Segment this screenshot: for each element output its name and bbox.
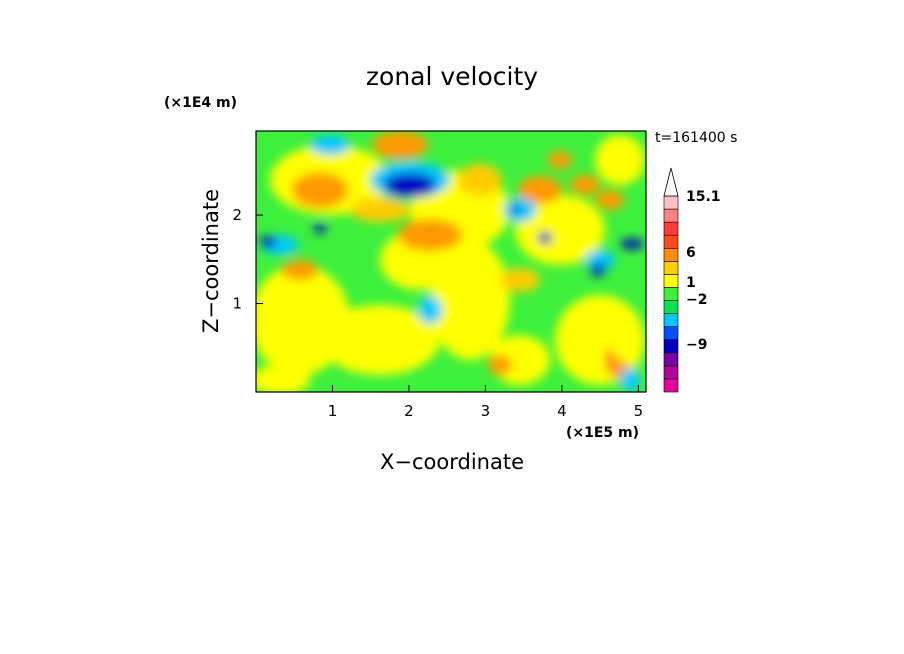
colorbar-swatch: [663, 300, 679, 314]
x-tick-label: 2: [404, 402, 414, 420]
contour-blob: [488, 355, 512, 375]
contour-blob: [350, 198, 410, 222]
contour-blob: [256, 365, 310, 392]
y-unit-label: (×1E4 m): [164, 95, 237, 111]
contour-blob: [292, 172, 348, 208]
contour-blob: [260, 236, 276, 248]
contour-blob: [596, 190, 624, 210]
plot-area: [255, 130, 647, 393]
contour-blob: [518, 176, 562, 204]
colorbar-label: 15.1: [686, 189, 721, 205]
contour-blob: [595, 135, 645, 185]
x-unit-label: (×1E5 m): [566, 425, 639, 441]
x-axis: 1 2 3 4 5: [328, 385, 643, 420]
colorbar-swatch: [663, 287, 679, 301]
contour-blob: [620, 368, 640, 392]
x-tick-label: 4: [557, 402, 567, 420]
y-tick-label: 1: [232, 295, 242, 313]
colorbar: 15.1 6 1−2 −9: [663, 167, 721, 393]
contour-blob: [515, 195, 605, 265]
colorbar-swatch: [663, 313, 679, 327]
colorbar-swatch: [663, 261, 679, 275]
contour-field: [256, 131, 645, 392]
colorbar-label: 6: [686, 245, 696, 261]
colorbar-swatch: [663, 195, 679, 210]
y-axis: 12: [232, 206, 263, 313]
x-tick-label: 5: [634, 402, 644, 420]
contour-blob: [590, 264, 606, 276]
contour-layer: [256, 131, 645, 392]
contour-blob: [372, 131, 428, 159]
contour-blob: [620, 239, 644, 249]
contour-blob: [320, 305, 440, 375]
colorbar-swatch: [663, 339, 679, 354]
contour-blob: [418, 296, 442, 324]
colorbar-swatch: [663, 352, 679, 367]
colorbar-swatch: [663, 378, 679, 393]
plot-frame: [255, 130, 647, 393]
contour-blob: [314, 223, 326, 233]
contour-blob: [310, 135, 350, 155]
x-tick-label: 3: [481, 402, 491, 420]
colorbar-swatch: [663, 326, 679, 341]
contour-blob: [398, 219, 462, 251]
y-axis-label: Z−coordinate: [199, 189, 223, 333]
colorbar-extend-arrow: [663, 167, 679, 197]
contour-blob: [510, 206, 520, 214]
colorbar-label: −2: [686, 292, 707, 308]
contour-blob: [585, 250, 615, 270]
colorbar-label: 1: [686, 275, 696, 291]
contour-blob: [384, 173, 436, 197]
contour-blob: [500, 268, 540, 292]
colorbar-label: −9: [686, 337, 707, 353]
x-tick-label: 1: [328, 402, 338, 420]
chart-title: zonal velocity: [366, 62, 538, 91]
colorbar-swatch: [663, 365, 679, 380]
contour-blob: [570, 175, 600, 195]
contour-blob: [282, 260, 318, 280]
colorbar-swatch: [663, 234, 679, 249]
colorbar-swatch: [663, 274, 679, 288]
x-axis-label: X−coordinate: [380, 450, 524, 474]
contour-blob: [548, 151, 572, 169]
contour-blob: [538, 232, 552, 244]
time-label: t=161400 s: [655, 130, 737, 146]
contour-blob: [458, 164, 502, 196]
colorbar-swatch: [663, 208, 679, 223]
colorbar-swatch: [663, 221, 679, 236]
contour-blob: [606, 348, 614, 372]
y-tick-label: 2: [232, 206, 242, 224]
colorbar-swatch: [663, 247, 679, 262]
